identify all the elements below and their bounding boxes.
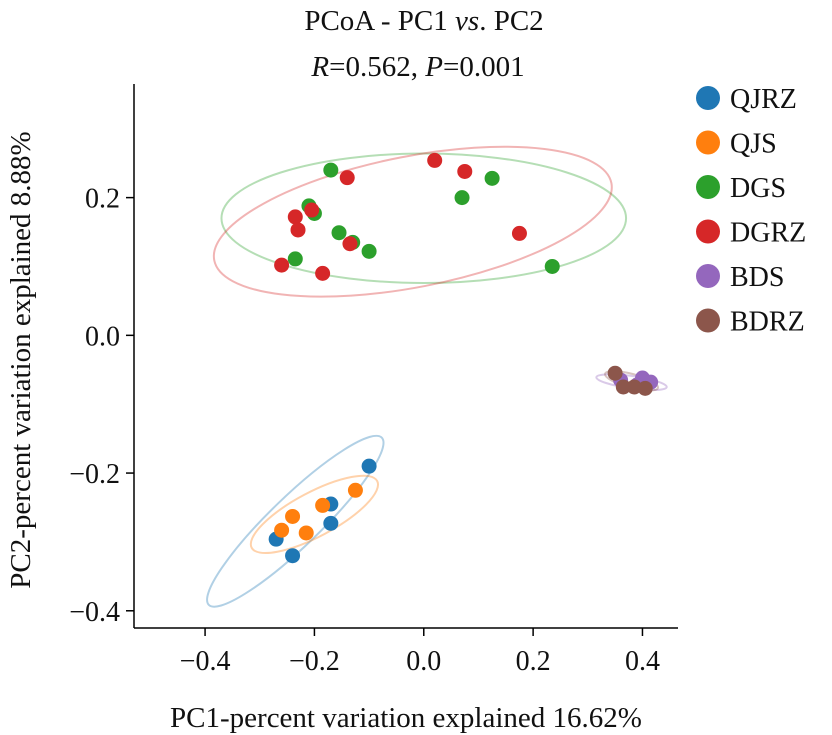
legend-item-dgs: DGS [696,173,786,204]
point-bdrz-2 [626,379,642,395]
legend-item-qjs: QJS [696,129,777,160]
x-tick-label: 0.2 [516,646,551,677]
point-qjs-1 [315,497,331,513]
y-axis-label: PC2-percent variation explained 8.88% [5,131,37,588]
x-ticks: −0.4 −0.2 0.0 0.2 0.4 [180,628,660,677]
point-dgs-0 [323,162,339,178]
point-qjrz-4 [285,548,301,564]
point-dgrz-4 [304,202,320,218]
point-dgs-9 [544,258,560,274]
x-tick-label: 0.0 [406,646,441,677]
chart-title-line2: R=0.562, P=0.001 [310,51,524,83]
x-axis-label: PC1-percent variation explained 16.62% [170,702,642,734]
point-qjs-4 [298,525,314,541]
y-ticks: −0.4 −0.2 0.0 0.2 [69,184,134,628]
x-tick-label: −0.4 [180,646,231,677]
legend-marker [696,264,720,288]
legend-marker [696,86,720,110]
axes [133,84,678,629]
data-points [268,152,659,564]
legend-marker [696,308,720,333]
point-qjrz-0 [361,458,377,474]
x-tick-label: 0.4 [625,646,660,677]
legend-marker [696,130,720,155]
point-qjs-0 [347,482,363,498]
x-tick-label: −0.2 [289,646,340,677]
point-qjs-3 [274,522,290,538]
legend-item-qjrz: QJRZ [696,84,797,115]
point-dgrz-9 [511,225,527,241]
point-dgs-8 [484,170,500,186]
ellipse-qjrz [206,434,385,608]
y-tick-label: 0.0 [85,321,120,352]
point-dgrz-6 [342,236,358,252]
point-dgrz-2 [339,170,355,186]
point-dgrz-8 [315,265,331,281]
point-dgrz-5 [290,222,306,238]
point-bdrz-3 [637,380,653,396]
y-tick-label: 0.2 [85,184,120,215]
legend-marker [696,175,720,199]
ellipse-dgrz [212,145,613,298]
legend-item-bdrz: BDRZ [696,307,805,338]
legend-item-dgrz: DGRZ [696,218,806,249]
ellipse-dgs [220,152,628,285]
point-dgs-5 [361,243,377,259]
legend-marker [696,219,720,244]
point-qjrz-2 [323,515,339,531]
legend-label: BDS [730,262,784,293]
y-tick-label: −0.2 [69,459,120,490]
chart-title-line1: PCoA - PC1 vs. PC2 [304,5,543,37]
point-dgrz-3 [287,209,303,225]
point-dgs-3 [331,225,347,241]
y-tick-label: −0.4 [69,597,120,628]
point-dgrz-1 [457,163,473,179]
confidence-ellipses [206,145,668,608]
legend-label: QJS [730,129,777,160]
point-bdrz-0 [607,365,623,381]
point-dgs-7 [454,190,470,206]
legend: QJRZ QJS DGS DGRZ BDS BDRZ [696,84,806,338]
ellipse-qjs [249,474,380,555]
legend-item-bds: BDS [696,262,784,293]
point-dgrz-7 [274,257,290,273]
legend-label: DGRZ [730,218,806,249]
legend-label: BDRZ [730,307,805,338]
legend-label: QJRZ [730,84,797,115]
legend-label: DGS [730,173,786,204]
point-bdrz-1 [615,379,631,395]
point-dgrz-0 [427,152,443,168]
point-qjs-2 [285,508,301,524]
point-dgs-6 [287,251,303,267]
